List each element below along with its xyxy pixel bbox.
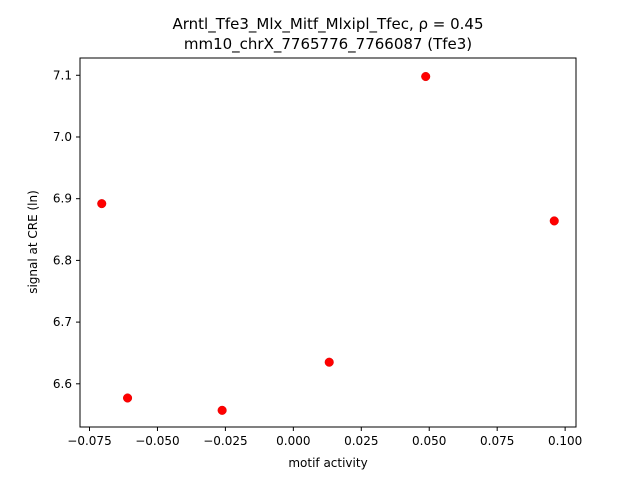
y-tick-label: 6.6 [53,377,72,391]
x-tick-label: −0.050 [135,434,179,448]
data-point [123,393,133,403]
chart-title-line1: Arntl_Tfe3_Mlx_Mitf_Mlxipl_Tfec, ρ = 0.4… [172,15,483,34]
data-points [97,71,559,415]
y-axis-label-text: signal at CRE (ln) [26,190,40,294]
data-point [549,216,559,226]
y-tick-label: 6.9 [53,192,72,206]
y-tick-label: 6.8 [53,253,72,267]
x-axis: −0.075 −0.050 −0.025 0.000 0.025 0.050 0.075 0.… [67,427,582,448]
y-tick-label: 7.0 [53,130,72,144]
data-point [97,199,107,209]
chart-title-motif: Arntl_Tfe3_Mlx_Mitf_Mlxipl_Tfec, [172,15,418,34]
x-tick-label: 0.025 [344,434,378,448]
x-tick-label: 0.075 [480,434,514,448]
x-tick-label: −0.025 [203,434,247,448]
chart-title-rho: ρ = 0.45 [418,15,483,33]
y-tick-label: 7.1 [53,68,72,82]
data-point [217,405,227,415]
x-tick-label: 0.100 [548,434,582,448]
y-axis-label: signal at CRE (ln) [26,190,40,294]
x-tick-label: −0.075 [67,434,111,448]
data-point [324,357,334,367]
chart-title-line2: mm10_chrX_7765776_7766087 (Tfe3) [184,35,472,54]
y-axis: 6.6 6.7 6.8 6.9 7.0 7.1 [53,68,80,391]
y-tick-label: 6.7 [53,315,72,329]
x-tick-label: 0.050 [412,434,446,448]
plot-frame [79,57,577,428]
data-point [421,71,431,82]
x-axis-label: motif activity [288,456,367,470]
x-tick-label: 0.000 [276,434,310,448]
